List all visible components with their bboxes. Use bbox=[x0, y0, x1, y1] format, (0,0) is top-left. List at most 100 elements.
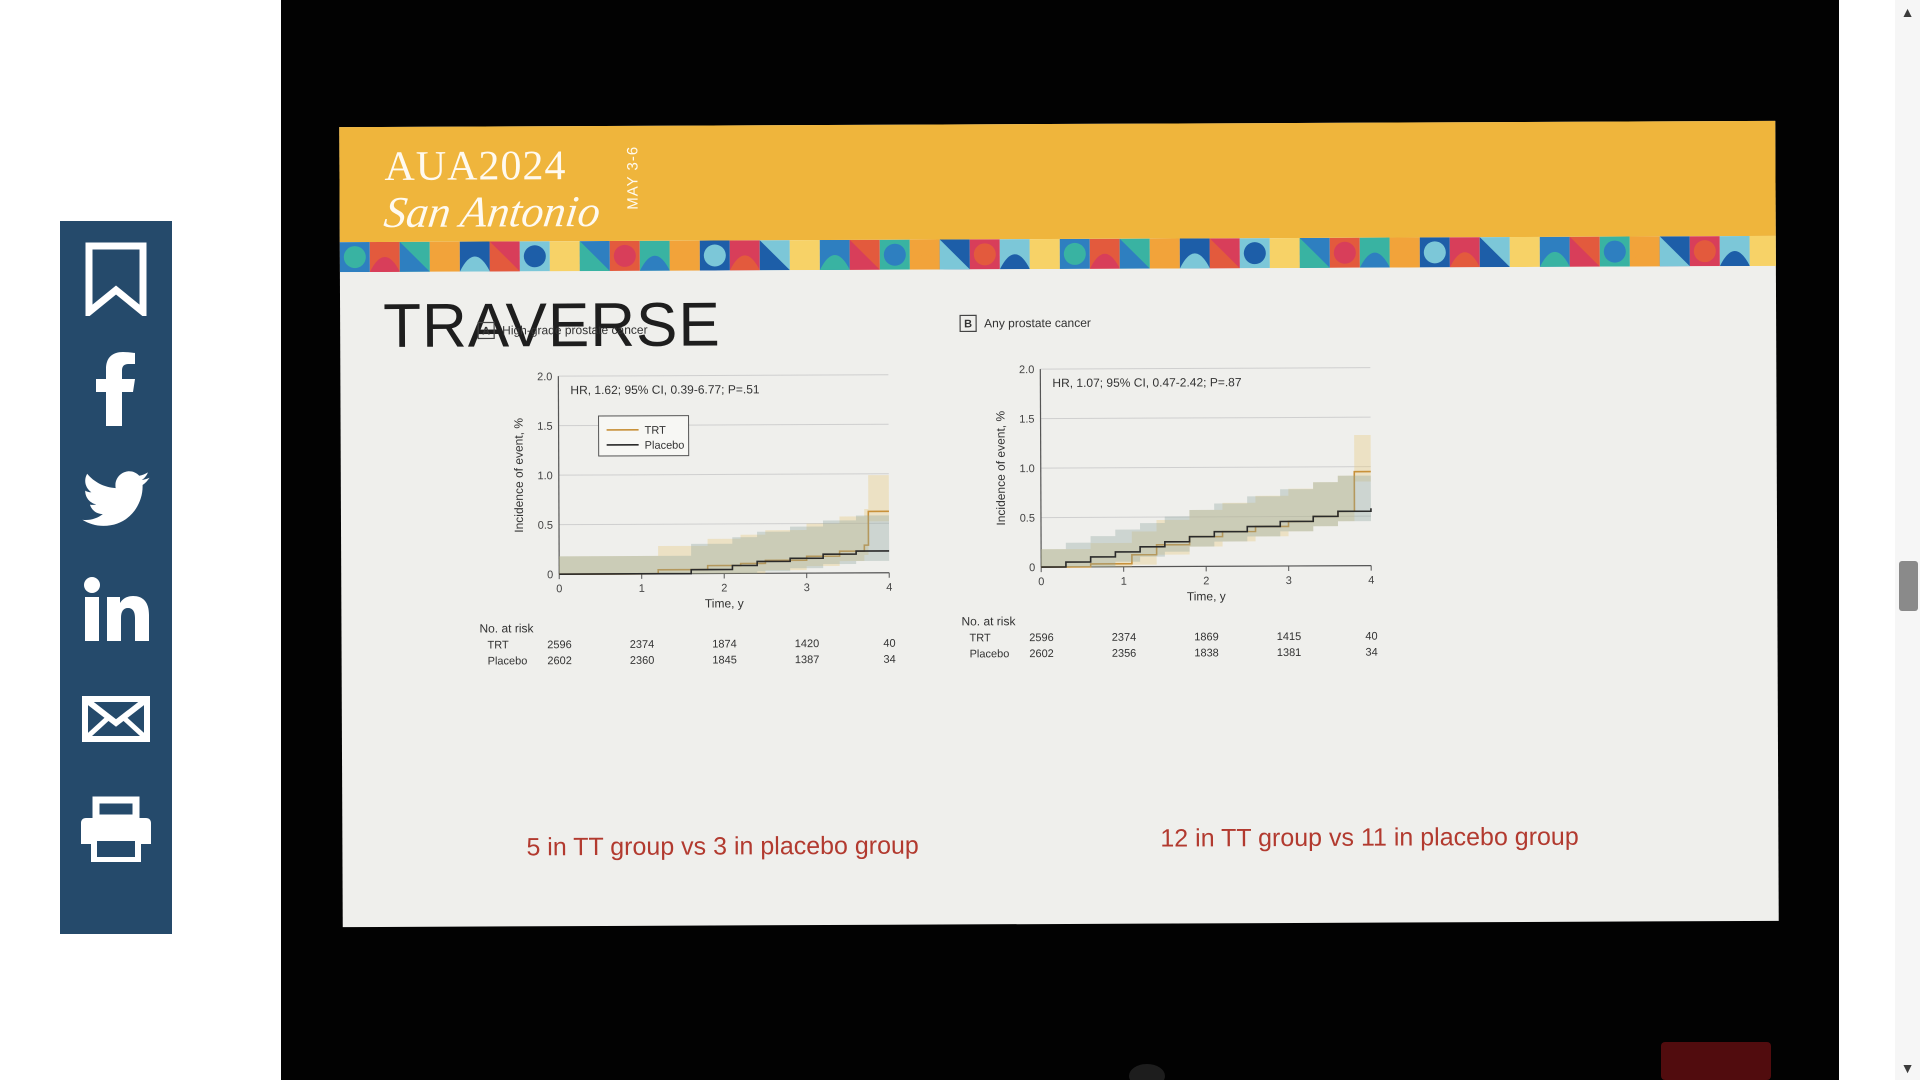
y-tick-label: 1.0 bbox=[1019, 463, 1034, 475]
caption-b: 12 in TT group vs 11 in placebo group bbox=[1160, 822, 1579, 853]
pattern-circle bbox=[433, 245, 456, 268]
pattern-arc bbox=[729, 255, 760, 271]
pattern-triangle bbox=[1479, 237, 1510, 268]
y-tick-label: 0.5 bbox=[538, 520, 553, 532]
risk-table-value: 2602 bbox=[1029, 648, 1054, 660]
bookmark-icon bbox=[85, 242, 147, 316]
risk-table-group: TRT bbox=[487, 639, 509, 651]
facebook-share-button[interactable] bbox=[60, 334, 172, 444]
pattern-circle bbox=[1243, 242, 1266, 265]
pattern-triangle bbox=[1659, 236, 1690, 267]
pattern-circle bbox=[1693, 240, 1716, 263]
email-share-button[interactable] bbox=[60, 664, 172, 774]
legend-box bbox=[598, 415, 690, 457]
y-tick-label: 0 bbox=[547, 569, 553, 581]
linkedin-share-button[interactable] bbox=[60, 554, 172, 664]
y-axis-label: Incidence of event, % bbox=[994, 411, 1009, 526]
series-line-placebo bbox=[559, 550, 890, 575]
risk-table-value: 1420 bbox=[795, 638, 820, 650]
pattern-circle bbox=[523, 245, 546, 268]
x-tick-label: 0 bbox=[1038, 576, 1044, 588]
pattern-circle bbox=[883, 243, 906, 266]
page-scrollbar[interactable]: ▲ ▼ bbox=[1895, 0, 1920, 1080]
pattern-arc bbox=[909, 254, 940, 270]
x-tick-label: 0 bbox=[556, 583, 562, 595]
print-button[interactable] bbox=[60, 774, 172, 884]
pattern-triangle bbox=[1209, 238, 1240, 269]
pattern-arc bbox=[459, 256, 490, 272]
slide: AUA2024 San Antonio MAY 3-6 TRAVERSE A Hi… bbox=[339, 120, 1779, 928]
pattern-circle bbox=[703, 244, 726, 267]
x-axis bbox=[1041, 565, 1372, 568]
pattern-triangle bbox=[1299, 237, 1330, 268]
scroll-down-arrow[interactable]: ▼ bbox=[1900, 1060, 1915, 1076]
y-tick-label: 0 bbox=[1029, 562, 1035, 574]
pattern-arc bbox=[999, 254, 1030, 270]
chart-panel-a: A High-grade prostate cancer 0 0.5 1.0 1.5 2.0… bbox=[477, 321, 896, 667]
pattern-arc bbox=[1179, 253, 1210, 269]
y-tick-label: 1.5 bbox=[537, 421, 552, 433]
x-tick-label: 2 bbox=[721, 582, 727, 594]
risk-table-value: 40 bbox=[883, 638, 895, 650]
risk-table-value: 1869 bbox=[1194, 631, 1219, 643]
twitter-share-button[interactable] bbox=[60, 444, 172, 554]
pattern-triangle bbox=[1119, 238, 1150, 269]
risk-table-value: 34 bbox=[883, 654, 895, 666]
x-tick-label: 2 bbox=[1203, 575, 1209, 587]
gridline bbox=[558, 522, 889, 526]
scroll-thumb[interactable] bbox=[1899, 561, 1918, 611]
pattern-arc bbox=[1089, 253, 1120, 269]
risk-table-value: 1387 bbox=[795, 654, 820, 666]
pattern-triangle bbox=[849, 239, 880, 270]
panel-label-box bbox=[959, 314, 977, 333]
pattern-triangle bbox=[1749, 235, 1776, 266]
presentation-photo: AUA2024 San Antonio MAY 3-6 TRAVERSE A Hi… bbox=[281, 0, 1839, 1080]
pattern-triangle bbox=[1569, 236, 1600, 267]
risk-table-value: 1415 bbox=[1277, 631, 1302, 643]
y-tick-label: 1.0 bbox=[537, 470, 552, 482]
confidence-band bbox=[1041, 433, 1371, 568]
x-tick-label: 3 bbox=[804, 582, 810, 594]
gridline bbox=[1040, 416, 1371, 420]
pattern-triangle bbox=[669, 240, 700, 271]
pattern-circle bbox=[1153, 242, 1176, 265]
gridline bbox=[1040, 367, 1371, 370]
y-axis-label: Incidence of event, % bbox=[512, 418, 527, 533]
risk-table-value: 2596 bbox=[547, 639, 572, 651]
pattern-triangle bbox=[489, 241, 520, 272]
pattern-arc bbox=[1719, 251, 1750, 267]
pattern-triangle bbox=[1389, 237, 1420, 268]
pattern-circle bbox=[1513, 240, 1536, 263]
panel-label: B bbox=[964, 318, 972, 330]
charts-area: A High-grade prostate cancer 0 0.5 1.0 1.5 2.0… bbox=[477, 314, 1378, 667]
risk-table-value: 1381 bbox=[1277, 647, 1302, 659]
x-tick-label: 4 bbox=[1368, 575, 1374, 587]
pattern-arc bbox=[639, 255, 670, 271]
gridline bbox=[558, 473, 889, 476]
y-axis bbox=[1039, 369, 1042, 568]
x-tick-label: 1 bbox=[1121, 576, 1127, 588]
printer-icon bbox=[81, 796, 151, 862]
linkedin-icon bbox=[84, 577, 149, 641]
share-toolbar bbox=[60, 221, 172, 934]
bookmark-button[interactable] bbox=[60, 224, 172, 334]
scroll-up-arrow[interactable]: ▲ bbox=[1900, 4, 1915, 20]
risk-table-value: 2596 bbox=[1029, 632, 1054, 644]
pattern-circle bbox=[343, 246, 366, 269]
risk-table-group: Placebo bbox=[970, 648, 1010, 660]
pattern-arc bbox=[549, 256, 580, 272]
pattern-arc bbox=[1269, 253, 1300, 269]
pattern-arc bbox=[369, 256, 400, 273]
risk-table-group: TRT bbox=[969, 632, 991, 644]
legend-entry: TRT bbox=[645, 425, 667, 437]
twitter-icon bbox=[82, 471, 150, 526]
risk-table-value: 1845 bbox=[712, 654, 737, 666]
x-tick-label: 1 bbox=[639, 583, 645, 595]
x-tick-label: 3 bbox=[1286, 575, 1292, 587]
pattern-circle bbox=[613, 244, 636, 267]
pattern-arc bbox=[1449, 252, 1480, 268]
pattern-triangle bbox=[579, 241, 610, 272]
pattern-triangle bbox=[399, 241, 430, 272]
pattern-circle bbox=[1423, 241, 1446, 264]
